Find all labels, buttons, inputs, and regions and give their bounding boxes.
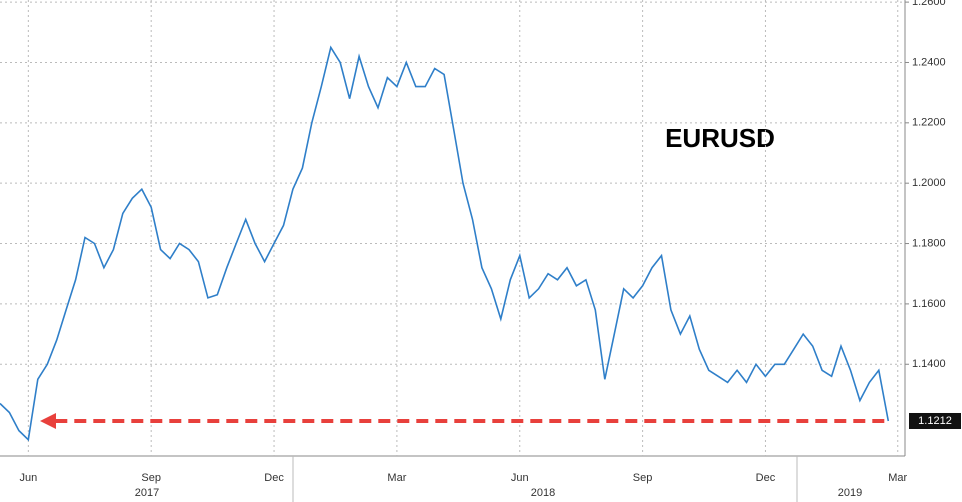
year-label: 2019: [838, 487, 862, 499]
y-tick-label: 1.2400: [912, 56, 946, 68]
y-tick-label: 1.1600: [912, 298, 946, 310]
x-tick-label: Dec: [756, 472, 776, 484]
last-value-label: 1.1212: [918, 415, 952, 427]
x-tick-label: Sep: [633, 472, 653, 484]
year-label: 2018: [531, 487, 555, 499]
price-line: [0, 45, 890, 442]
year-label: 2017: [135, 487, 159, 499]
last-value-box: [909, 412, 961, 429]
y-tick-label: 1.2600: [912, 0, 946, 8]
x-tick-label: Mar: [888, 472, 907, 484]
y-tick-label: 1.1800: [912, 237, 946, 249]
arrow-head: [40, 412, 56, 429]
y-tick-label: 1.2200: [912, 117, 946, 129]
chart-annotation: EURUSD: [665, 123, 775, 153]
x-tick-label: Dec: [264, 472, 284, 484]
y-tick-label: 1.1400: [912, 358, 946, 370]
x-tick-label: Mar: [387, 472, 406, 484]
y-tick-label: 1.2000: [912, 177, 946, 189]
x-tick-label: Sep: [141, 472, 161, 484]
x-tick-label: Jun: [511, 472, 529, 484]
x-tick-label: Jun: [19, 472, 37, 484]
